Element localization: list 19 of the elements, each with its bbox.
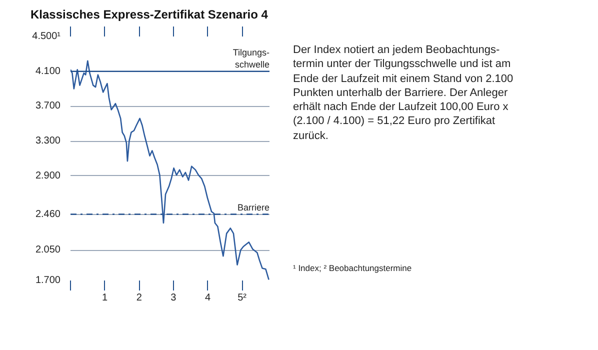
x-tick-label: 5² xyxy=(238,292,248,304)
y-tick-label: 1.700 xyxy=(35,275,61,286)
y-tick-label: 3.700 xyxy=(35,100,61,112)
chart-title: Klassisches Express-Zertifikat Szenario 4 xyxy=(30,8,268,22)
y-tick-label: 4.100 xyxy=(35,66,61,77)
ref-line-label: Barriere xyxy=(237,202,270,212)
x-tick-label: 1 xyxy=(102,292,108,304)
y-tick-label: 2.460 xyxy=(35,208,61,220)
x-tick-label: 4 xyxy=(204,292,211,304)
y-tick-label: 2.050 xyxy=(35,244,61,256)
text: ¹ Index; ² Beobachtungstermine xyxy=(293,263,412,274)
x-tick-label: 2 xyxy=(136,292,142,304)
y-tick-label: 4.500¹ xyxy=(32,31,62,42)
text: Der Index notiert an jedem Beobachtungs- termin unter der Tilgungsschwelle und ist am Ende der Laufzeit mit einem Stand von 2.100 Punkten unterhalb der Barriere. Der Anleger erhält nach Ende der Laufzeit 100,00 Euro x (2.100 / 4.100) = 51,22 Euro pro Zertifikat zurück. xyxy=(293,43,514,144)
y-tick-label: 3.300 xyxy=(35,136,61,147)
line-series xyxy=(70,60,270,280)
ref-line-label: Tilgungs- schwelle xyxy=(232,47,270,70)
x-tick-label: 3 xyxy=(170,292,177,304)
y-tick-label: 2.900 xyxy=(35,170,61,182)
